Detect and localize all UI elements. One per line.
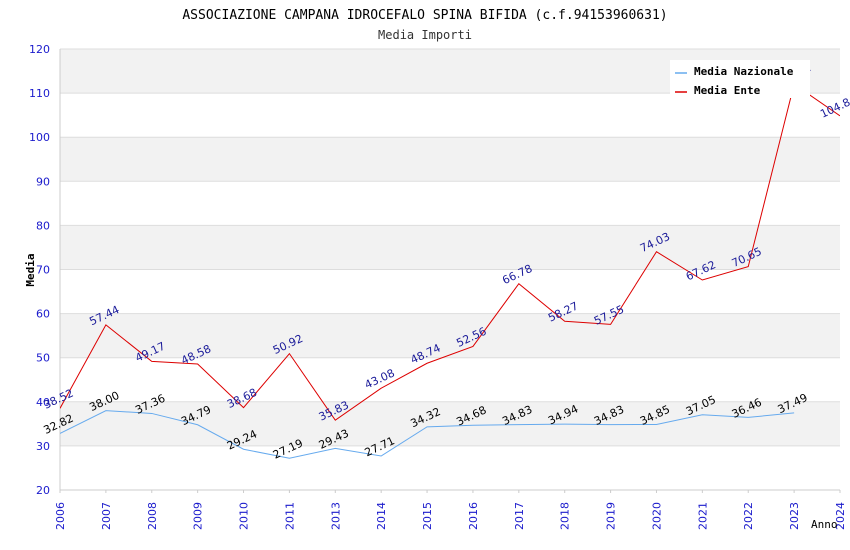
x-tick-label: 2022 [742, 502, 755, 530]
legend-box [670, 60, 810, 98]
y-tick-label: 70 [36, 264, 50, 277]
y-tick-label: 50 [36, 352, 50, 365]
series-line-ente [60, 83, 840, 421]
legend: Media Nazionale Media Ente [670, 60, 810, 98]
x-tick-label: 2021 [696, 502, 709, 530]
y-tick-label: 90 [36, 175, 50, 188]
y-tick-label: 40 [36, 396, 50, 409]
x-tick-label: 2009 [192, 502, 205, 530]
plot-band [60, 357, 840, 402]
plot-band [60, 137, 840, 182]
plot-band [60, 269, 840, 314]
y-tick-label: 110 [29, 87, 50, 100]
chart-title: ASSOCIAZIONE CAMPANA IDROCEFALO SPINA BI… [182, 8, 667, 23]
x-tick-label: 2020 [650, 502, 663, 530]
series-line-nazionale [60, 410, 795, 459]
x-tick-labels: 2006 2007 2008 2009 2010 2011 2013 2014 2015 2016… [54, 502, 847, 530]
x-tick-label: 2008 [146, 502, 159, 530]
plot-band [60, 93, 840, 138]
x-tick-label: 2024 [834, 502, 847, 530]
x-tick-label: 2013 [329, 502, 342, 530]
x-tick-label: 2014 [375, 502, 388, 530]
y-tick-label: 30 [36, 440, 50, 453]
x-tick-label: 2018 [559, 502, 572, 530]
x-tick-label: 2023 [788, 502, 801, 530]
x-axis-label: Anno [811, 518, 838, 531]
legend-label-nazionale: Media Nazionale [694, 65, 794, 78]
x-tick-label: 2007 [100, 502, 113, 530]
plot-band [60, 225, 840, 270]
plot-band [60, 401, 840, 446]
x-tick-label: 2019 [605, 502, 618, 530]
series-lines [60, 83, 840, 459]
legend-label-ente: Media Ente [694, 84, 761, 97]
axes [59, 49, 841, 493]
y-tick-label: 120 [29, 43, 50, 56]
plot-background [60, 49, 840, 490]
y-tick-label: 100 [29, 131, 50, 144]
plot-band [60, 181, 840, 226]
chart-subtitle: Media Importi [378, 28, 472, 42]
y-tick-label: 20 [36, 484, 50, 497]
plot-band [60, 313, 840, 358]
y-tick-label: 80 [36, 219, 50, 232]
x-tick-label: 2010 [238, 502, 251, 530]
x-tick-label: 2017 [513, 502, 526, 530]
x-tick-label: 2011 [283, 502, 296, 530]
plot-band [60, 445, 840, 490]
x-tick-label: 2006 [54, 502, 67, 530]
y-tick-labels: 20 30 40 50 60 70 80 90 100 110 120 [29, 43, 50, 497]
x-tick-label: 2016 [467, 502, 480, 530]
y-axis-label: Media [24, 253, 37, 286]
x-tick-label: 2015 [421, 502, 434, 530]
y-tick-label: 60 [36, 308, 50, 321]
